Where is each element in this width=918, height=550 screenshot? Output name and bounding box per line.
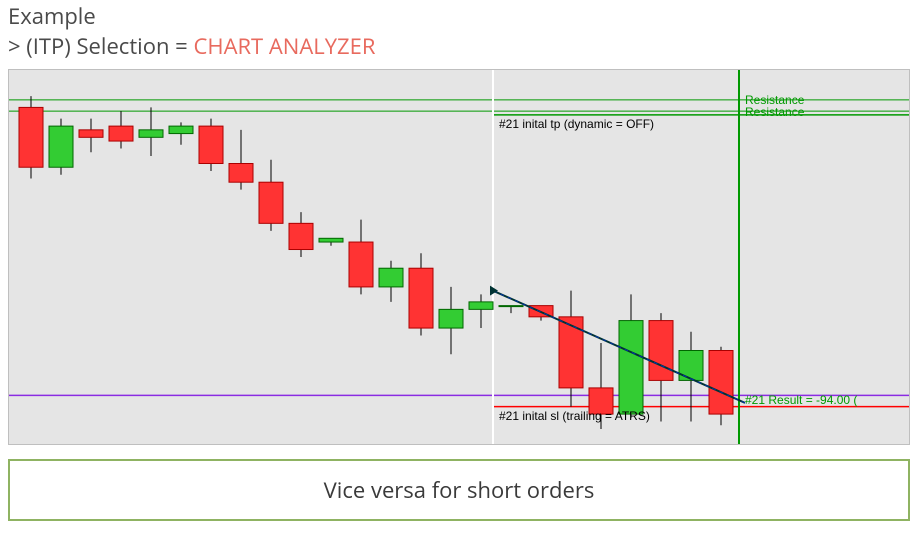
- heading-prefix: > (ITP) Selection =: [8, 31, 193, 61]
- chart-svg: [9, 70, 909, 444]
- result-label: #21 Result = -94.00 (: [745, 393, 857, 407]
- tp-label: #21 inital tp (dynamic = OFF): [499, 117, 654, 131]
- resistance-label-2: Resistance: [745, 105, 804, 119]
- footer-note: Vice versa for short orders: [8, 459, 910, 521]
- heading-line1: Example: [8, 2, 910, 32]
- candlestick-chart: Resistance Resistance #21 inital tp (dyn…: [8, 69, 910, 445]
- footer-text: Vice versa for short orders: [324, 475, 595, 505]
- sl-label: #21 inital sl (trailing = ATRS): [499, 409, 650, 423]
- heading-accent: CHART ANALYZER: [193, 31, 375, 61]
- heading: Example > (ITP) Selection = CHART ANALYZ…: [0, 0, 918, 69]
- heading-line2: > (ITP) Selection = CHART ANALYZER: [8, 32, 910, 62]
